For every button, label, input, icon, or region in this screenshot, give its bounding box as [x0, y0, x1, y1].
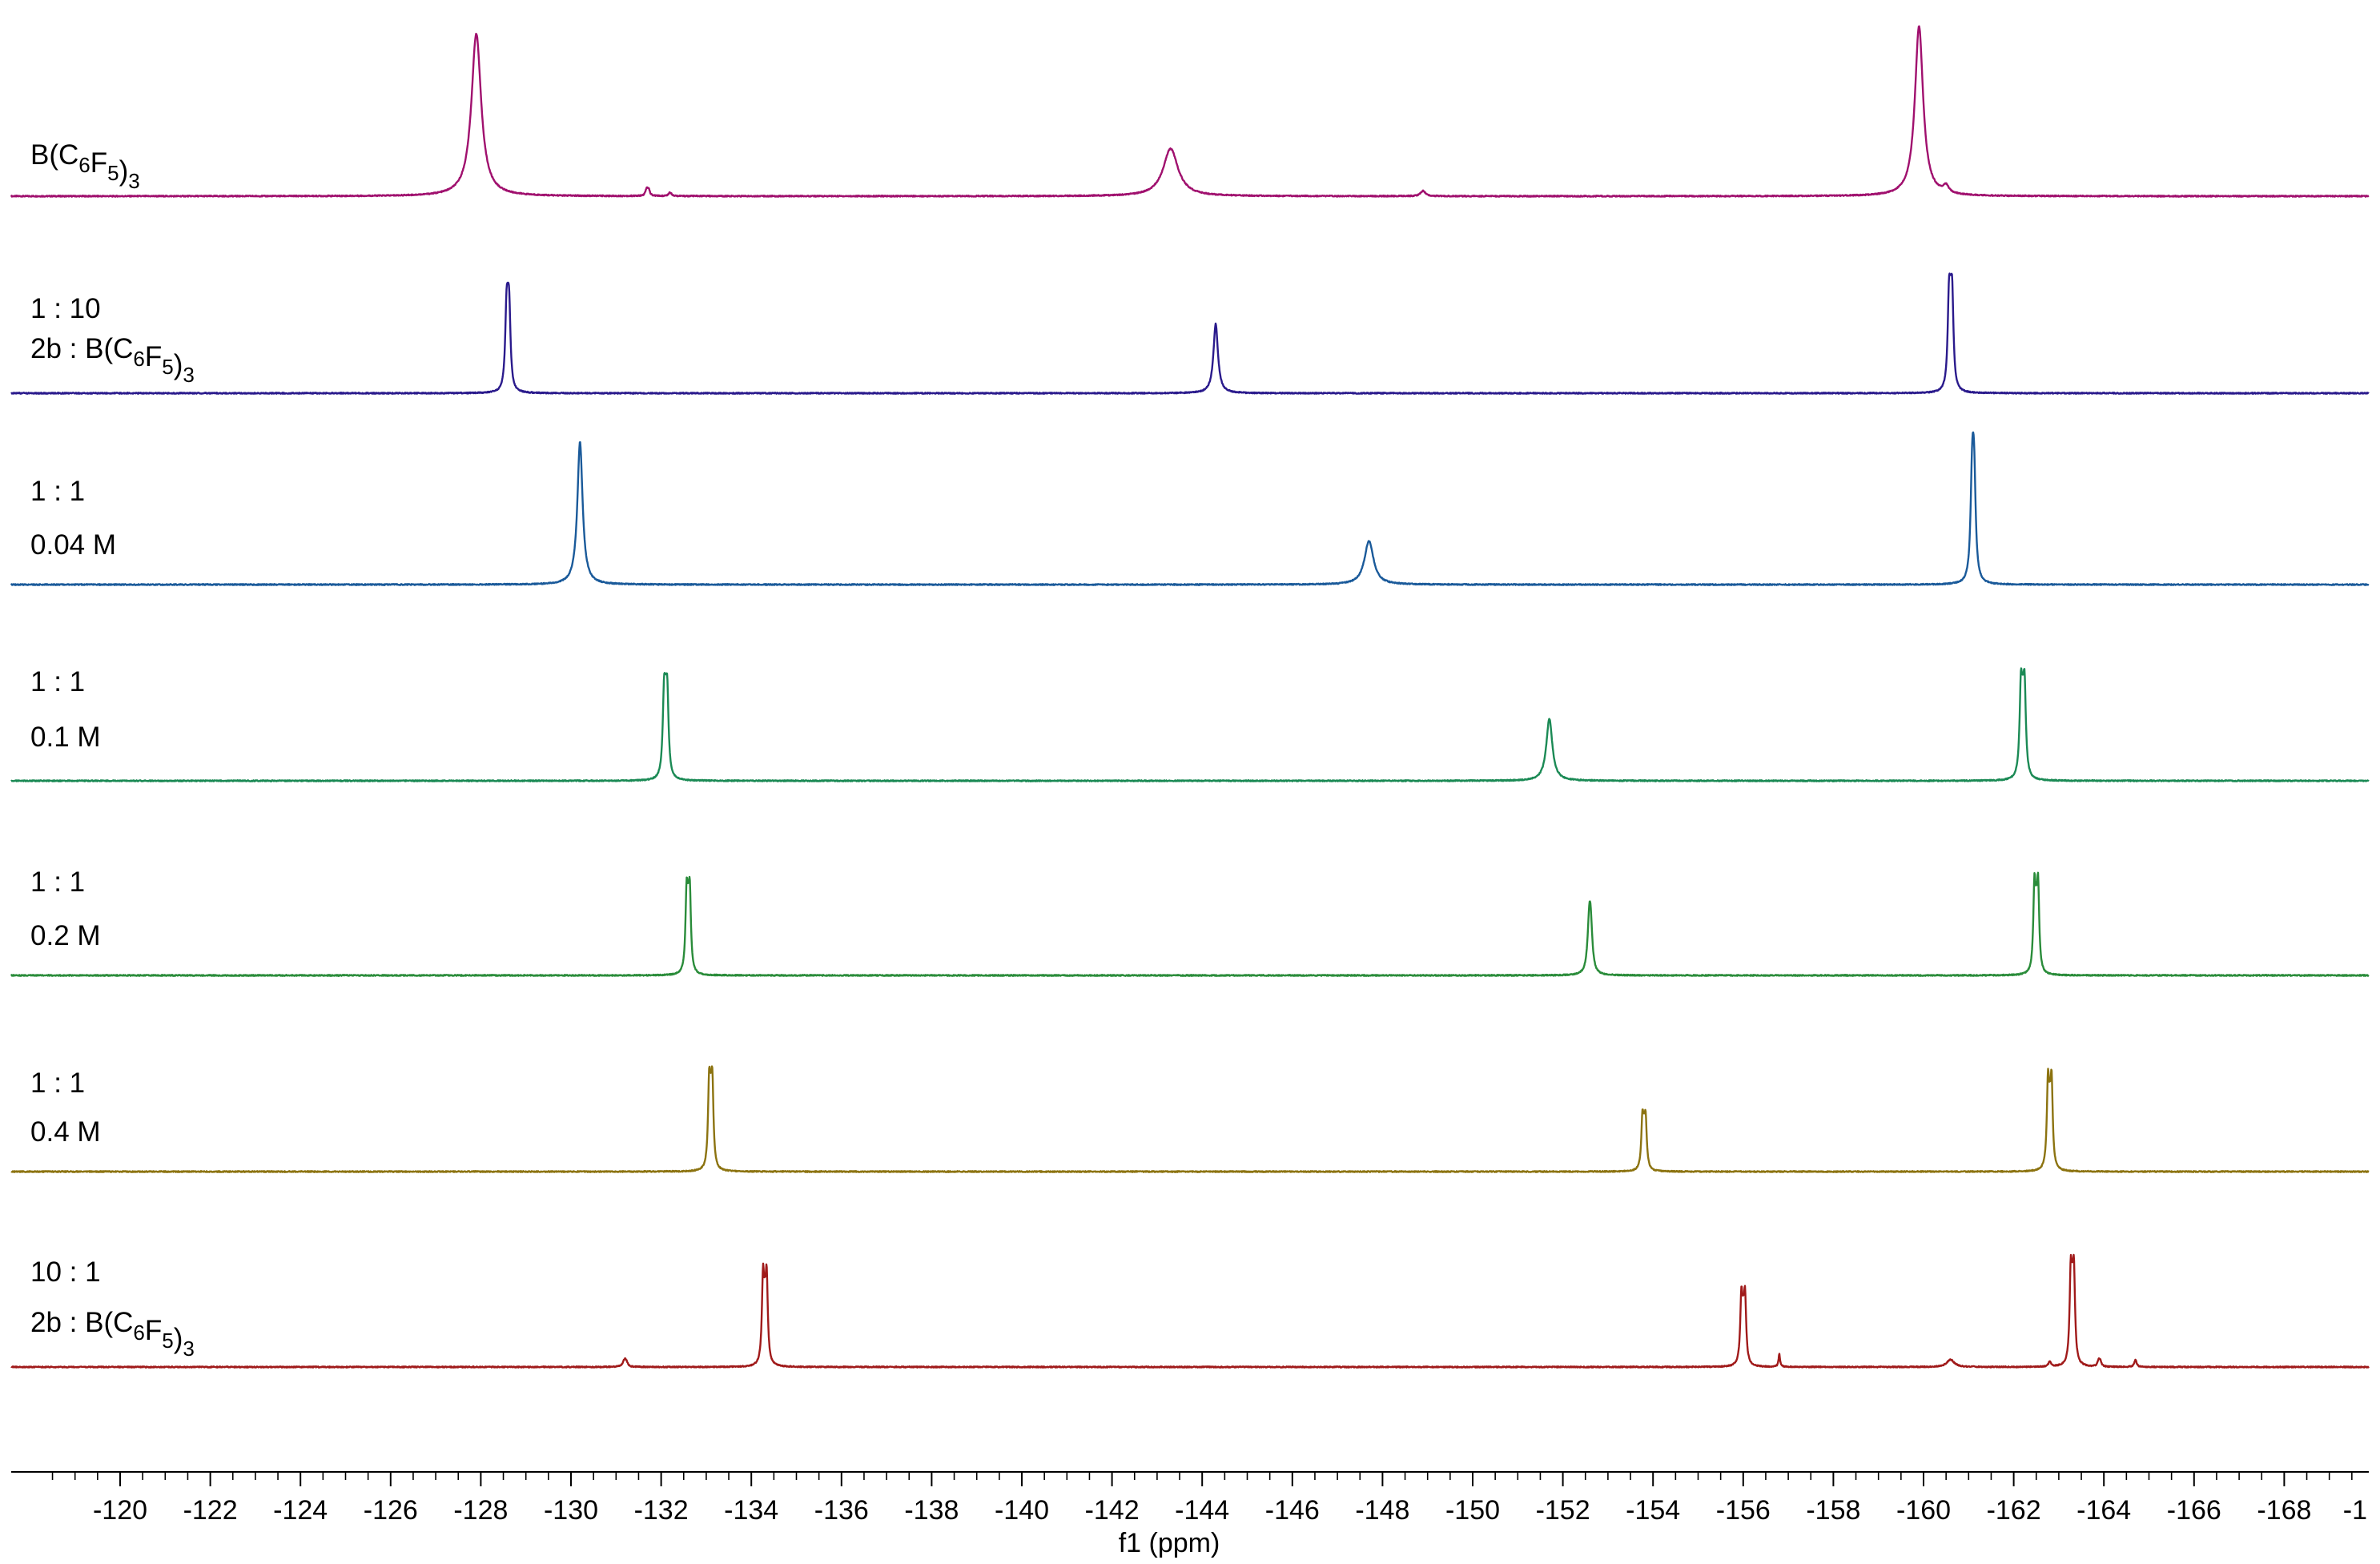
spectrum-labels: B(C6F5)3 1 : 10 2b : B(C6F5)3 1 : 1 0.04 M 1 …	[30, 139, 195, 1361]
spectrum-label-3-line-1: 1 : 1	[30, 476, 85, 507]
spectrum-label-5-line-2: 0.2 M	[30, 920, 101, 951]
x-tick-label: -148	[1355, 1495, 1409, 1526]
spectrum-trace-5	[10, 871, 2370, 977]
spectrum-trace-3	[10, 431, 2370, 586]
x-tick-label: -138	[904, 1495, 959, 1526]
spectrum-trace-2	[10, 272, 2370, 395]
x-tick-label: -146	[1265, 1495, 1320, 1526]
spectrum-label-2-line-2: 2b : B(C6F5)3	[30, 333, 195, 387]
spectrum-label-7-line-2: 2b : B(C6F5)3	[30, 1307, 195, 1361]
x-tick-label: -160	[1896, 1495, 1951, 1526]
spectrum-label-6-line-1: 1 : 1	[30, 1067, 85, 1099]
spectrum-trace-1	[10, 25, 2370, 198]
x-tick-label: -150	[1445, 1495, 1500, 1526]
x-tick-label: -120	[93, 1495, 147, 1526]
x-tick-label: -164	[2076, 1495, 2131, 1526]
x-axis: -120 -122 -124 -126 -128 -130 -132 -134 -136 -138…	[11, 1471, 2369, 1558]
x-axis-label: f1 (ppm)	[1119, 1528, 1220, 1558]
x-tick-label: -124	[273, 1495, 328, 1526]
x-tick-label: -130	[544, 1495, 598, 1526]
x-tick-label: -162	[1987, 1495, 2041, 1526]
spectrum-trace-7	[10, 1253, 2370, 1369]
x-tick-label: -128	[453, 1495, 508, 1526]
x-tick-label: -142	[1085, 1495, 1140, 1526]
spectrum-label-5-line-1: 1 : 1	[30, 866, 85, 898]
spectrum-label-6-line-2: 0.4 M	[30, 1116, 101, 1148]
spectrum-label-4-line-1: 1 : 1	[30, 666, 85, 698]
spectra-traces	[10, 25, 2370, 1369]
x-tick-label: -132	[634, 1495, 689, 1526]
x-tick-label: -158	[1806, 1495, 1860, 1526]
x-tick-label: -140	[995, 1495, 1049, 1526]
x-tick-label: -136	[814, 1495, 869, 1526]
x-tick-label: -156	[1716, 1495, 1771, 1526]
x-tick-label: -126	[364, 1495, 418, 1526]
x-tick-label: -168	[2257, 1495, 2311, 1526]
spectrum-trace-4	[10, 667, 2370, 782]
x-axis-ticks: -120 -122 -124 -126 -128 -130 -132 -134 -136 -138…	[51, 1472, 2367, 1526]
spectrum-label-1-line-1: B(C6F5)3	[30, 139, 140, 193]
x-tick-label: -134	[724, 1495, 778, 1526]
x-tick-label: -154	[1626, 1495, 1680, 1526]
spectrum-trace-6	[10, 1065, 2370, 1173]
x-tick-label: -144	[1175, 1495, 1229, 1526]
spectrum-label-3-line-2: 0.04 M	[30, 529, 116, 561]
spectrum-label-2-line-1: 1 : 10	[30, 293, 101, 324]
x-tick-label: -1	[2343, 1495, 2367, 1526]
x-tick-label: -122	[183, 1495, 238, 1526]
spectrum-label-7-line-1: 10 : 1	[30, 1256, 101, 1288]
x-tick-label: -152	[1536, 1495, 1590, 1526]
spectrum-label-4-line-2: 0.1 M	[30, 722, 101, 753]
x-tick-label: -166	[2167, 1495, 2221, 1526]
